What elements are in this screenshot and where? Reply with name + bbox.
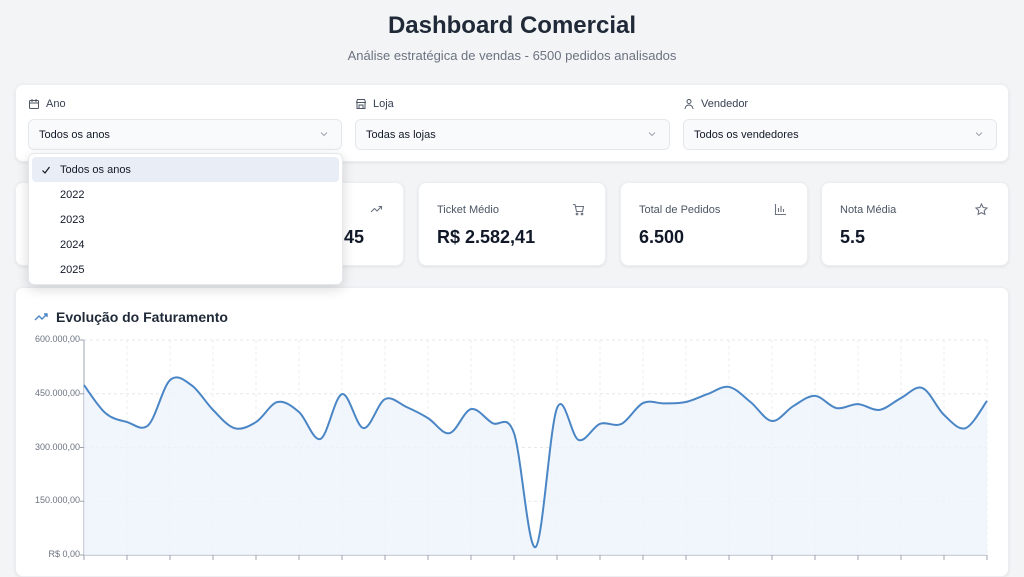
option-label: 2022 (60, 189, 84, 201)
year-option[interactable]: 2022 (32, 182, 339, 207)
option-label: 2023 (60, 214, 84, 226)
year-option[interactable]: 2023 (32, 207, 339, 232)
year-option[interactable]: 2024 (32, 232, 339, 257)
option-label: 2024 (60, 239, 84, 251)
option-label: Todos os anos (60, 164, 131, 176)
option-label: 2025 (60, 264, 84, 276)
year-dropdown-menu: Todos os anos 2022 2023 2024 2025 (28, 153, 343, 285)
year-option[interactable]: 2025 (32, 257, 339, 282)
year-option[interactable]: Todos os anos (32, 157, 339, 182)
check-icon (41, 165, 51, 175)
area-fill (84, 377, 987, 555)
